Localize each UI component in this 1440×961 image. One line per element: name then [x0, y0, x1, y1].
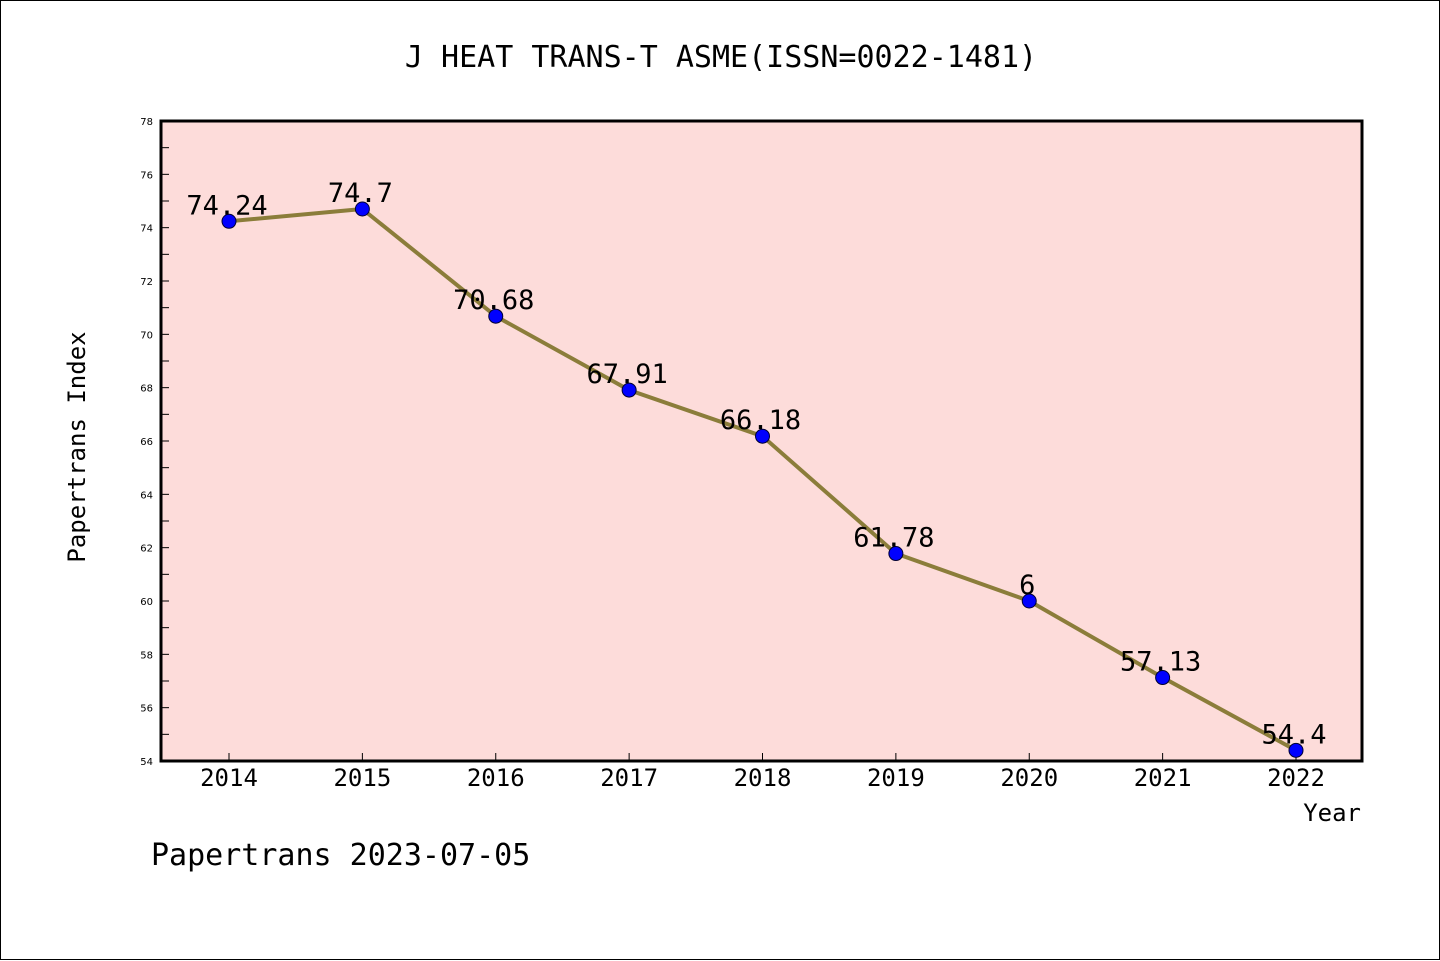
data-point — [354, 201, 370, 217]
y-tick-label: 66 — [140, 437, 153, 448]
y-tick-label: 62 — [140, 544, 153, 555]
x-tick-label: 2017 — [600, 764, 658, 792]
x-axis-ticks: 2014 2015 2016 2017 2018 2019 2020 2021 2022 — [200, 753, 1325, 792]
series-data-labels: 74.24 74.7 70.68 67.91 66.18 61.78 6 57.13 54.4 — [186, 178, 1326, 750]
x-axis-label: Year — [1303, 799, 1361, 827]
data-label: 6 — [1019, 570, 1035, 601]
data-label: 66.18 — [720, 405, 801, 436]
data-point — [888, 546, 904, 562]
y-tick-label: 68 — [140, 384, 153, 395]
x-tick-label: 2015 — [333, 764, 391, 792]
data-point — [1155, 670, 1171, 686]
y-tick-label: 74 — [140, 224, 153, 235]
data-label: 70.68 — [453, 285, 534, 316]
data-label: 74.7 — [328, 178, 393, 209]
y-tick-label: 76 — [140, 170, 153, 181]
x-tick-label: 2014 — [200, 764, 258, 792]
data-label: 54.4 — [1261, 719, 1326, 750]
y-tick-label: 54 — [140, 757, 153, 768]
y-tick-label: 72 — [140, 277, 153, 288]
x-tick-label: 2021 — [1134, 764, 1192, 792]
y-tick-label: 60 — [140, 597, 153, 608]
data-point — [755, 428, 770, 444]
y-tick-label: 64 — [140, 490, 153, 501]
data-point — [1288, 742, 1304, 758]
data-label: 67.91 — [586, 359, 667, 390]
data-label: 74.24 — [186, 190, 267, 221]
y-tick-label: 70 — [140, 330, 153, 341]
y-tick-label: 58 — [140, 650, 153, 661]
y-axis-label: Papertrans Index — [63, 331, 91, 562]
data-label: 61.78 — [853, 523, 934, 554]
plot-border — [159, 119, 1364, 763]
data-point — [221, 213, 237, 229]
y-tick-label: 56 — [140, 704, 153, 715]
data-point — [488, 308, 504, 324]
data-label: 57.13 — [1120, 647, 1201, 678]
x-tick-label: 2018 — [734, 764, 792, 792]
series-markers — [221, 201, 1304, 758]
y-tick-label: 78 — [140, 117, 153, 128]
x-tick-label: 2019 — [867, 764, 925, 792]
data-point — [1021, 593, 1037, 609]
x-tick-label: 2020 — [1000, 764, 1058, 792]
x-tick-label: 2016 — [467, 764, 525, 792]
x-tick-label: 2022 — [1267, 764, 1325, 792]
data-point — [621, 382, 637, 398]
footer-text: Papertrans 2023-07-05 — [151, 838, 530, 873]
chart-title: J HEAT TRANS-T ASME(ISSN=0022-1481) — [405, 40, 1037, 75]
